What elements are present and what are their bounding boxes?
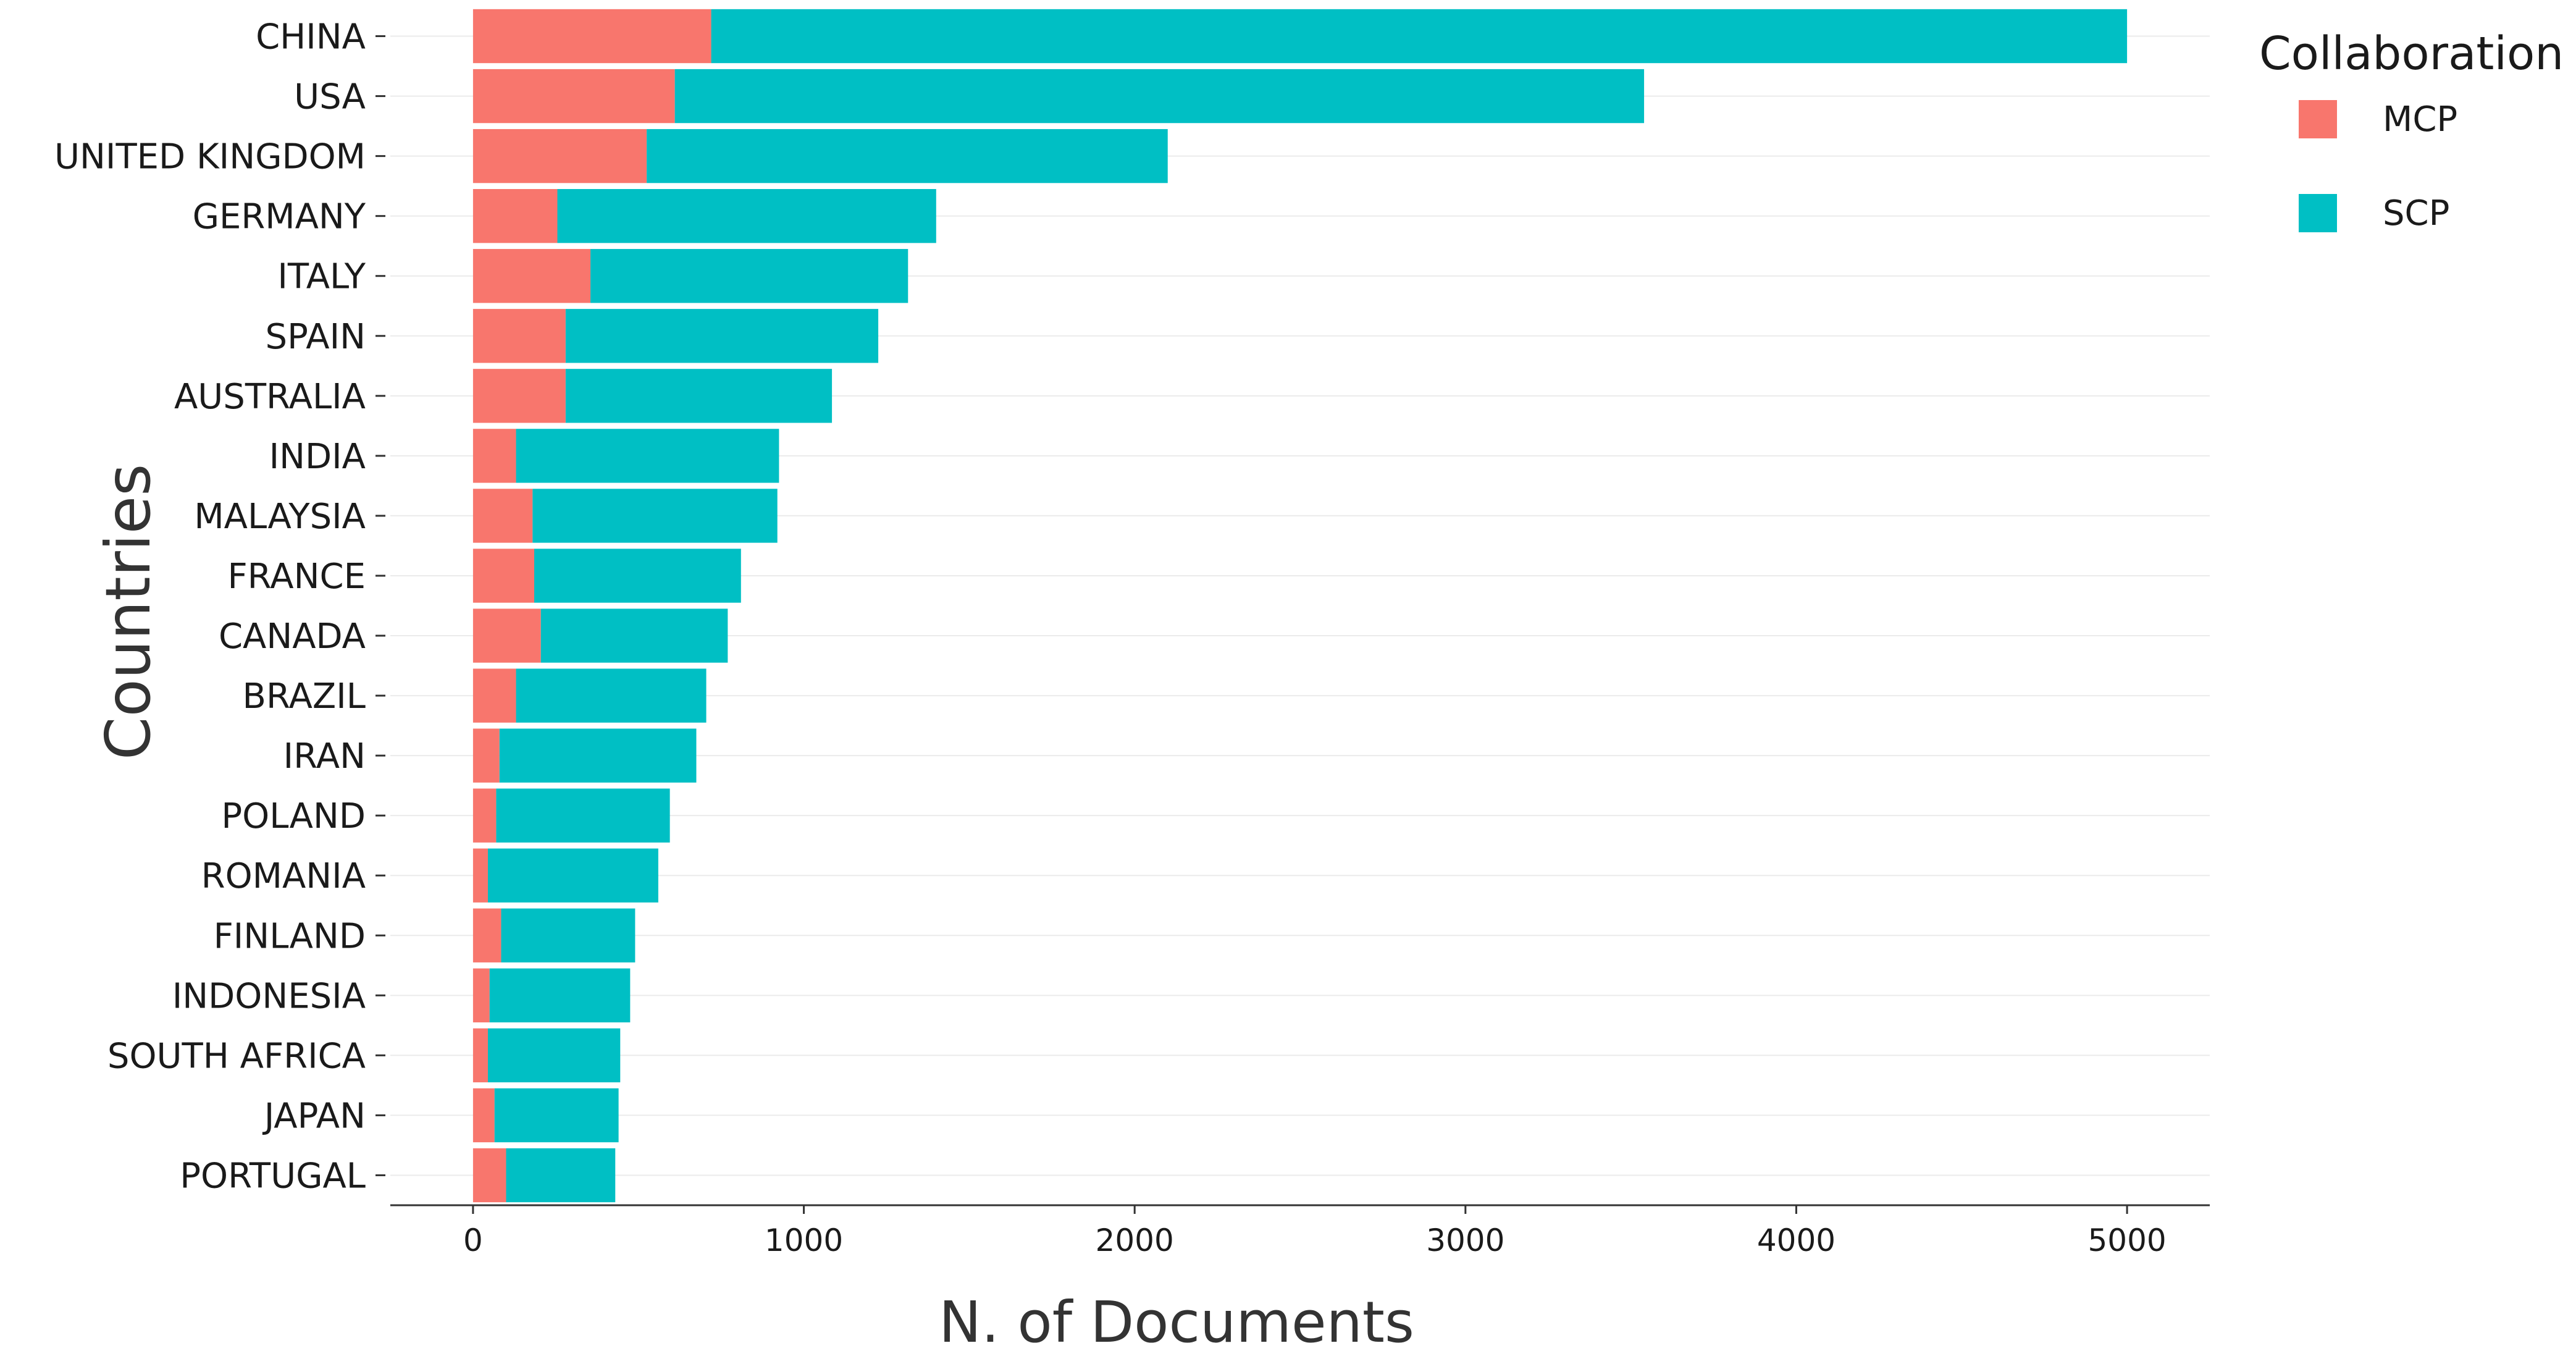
y-tick-label: ITALY bbox=[277, 257, 366, 297]
bar-scp-indonesia bbox=[489, 968, 631, 1022]
axes bbox=[375, 35, 2210, 1214]
bar-scp-germany bbox=[557, 189, 936, 243]
y-tick-label: ROMANIA bbox=[201, 856, 366, 896]
bar-mcp-poland bbox=[472, 788, 497, 843]
legend-items: MCP SCP bbox=[2299, 99, 2457, 234]
y-tick-label: AUSTRALIA bbox=[174, 377, 366, 417]
x-tick-label: 4000 bbox=[1757, 1223, 1836, 1258]
bar-mcp-australia bbox=[472, 369, 566, 423]
bar-scp-romania bbox=[488, 848, 658, 903]
y-tick-label: JAPAN bbox=[262, 1096, 366, 1136]
y-tick-label: GERMANY bbox=[193, 197, 366, 237]
x-tick-label: 2000 bbox=[1096, 1223, 1174, 1258]
bar-mcp-brazil bbox=[472, 668, 516, 723]
bar-scp-india bbox=[516, 429, 779, 483]
bars bbox=[472, 9, 2128, 1203]
x-axis-title: N. of Documents bbox=[939, 1289, 1414, 1355]
bar-mcp-indonesia bbox=[472, 968, 490, 1022]
y-tick-label: CANADA bbox=[219, 617, 366, 657]
tick-labels: 0 1000 2000 3000 4000 5000 CHINA USA UNITED KING… bbox=[54, 17, 2167, 1258]
bar-mcp-germany bbox=[472, 189, 558, 243]
bar-mcp-canada bbox=[472, 608, 541, 663]
bar-mcp-united-kingdom bbox=[472, 128, 647, 183]
bar-scp-usa bbox=[674, 69, 1645, 124]
y-tick-label: SOUTH AFRICA bbox=[107, 1036, 366, 1076]
legend: Collaboration MCP SCP bbox=[2259, 27, 2564, 234]
legend-title: Collaboration bbox=[2259, 27, 2564, 80]
bar-scp-malaysia bbox=[532, 489, 778, 543]
legend-key-mcp bbox=[2299, 100, 2337, 138]
x-tick-label: 5000 bbox=[2087, 1223, 2166, 1258]
bar-scp-spain bbox=[565, 309, 879, 363]
y-tick-label: USA bbox=[294, 77, 366, 117]
y-tick-label: CHINA bbox=[256, 17, 366, 57]
y-tick-label: FINLAND bbox=[214, 916, 366, 956]
bar-mcp-iran bbox=[472, 728, 500, 783]
bar-mcp-italy bbox=[472, 249, 591, 303]
bar-mcp-china bbox=[472, 9, 711, 64]
bar-mcp-south-africa bbox=[472, 1028, 489, 1083]
bar-mcp-india bbox=[472, 429, 516, 483]
bar-scp-france bbox=[534, 549, 741, 603]
y-tick-label: UNITED KINGDOM bbox=[54, 137, 366, 177]
legend-key-scp bbox=[2299, 194, 2337, 232]
y-tick-label: POLAND bbox=[221, 796, 366, 836]
bar-scp-italy bbox=[590, 249, 908, 303]
y-axis-title: Countries bbox=[92, 464, 164, 760]
bar-scp-finland bbox=[501, 908, 636, 962]
bar-mcp-malaysia bbox=[472, 489, 533, 543]
y-tick-label: MALAYSIA bbox=[194, 497, 366, 537]
y-tick-label: INDIA bbox=[269, 437, 366, 477]
x-tick-label: 1000 bbox=[765, 1223, 843, 1258]
y-tick-label: IRAN bbox=[283, 736, 366, 777]
bar-mcp-japan bbox=[472, 1088, 495, 1143]
y-tick-label: BRAZIL bbox=[243, 676, 366, 717]
bar-scp-japan bbox=[494, 1088, 619, 1143]
bar-scp-united-kingdom bbox=[647, 128, 1168, 183]
bar-scp-australia bbox=[565, 369, 833, 423]
bar-scp-portugal bbox=[506, 1148, 616, 1203]
bar-scp-china bbox=[711, 9, 2128, 64]
bar-mcp-france bbox=[472, 549, 535, 603]
bar-scp-south-africa bbox=[488, 1028, 621, 1083]
bar-mcp-portugal bbox=[472, 1148, 506, 1203]
x-tick-label: 3000 bbox=[1426, 1223, 1504, 1258]
legend-label-scp: SCP bbox=[2383, 193, 2449, 234]
y-tick-label: PORTUGAL bbox=[180, 1156, 366, 1196]
bar-scp-iran bbox=[499, 728, 697, 783]
bar-mcp-romania bbox=[472, 848, 489, 903]
y-tick-label: SPAIN bbox=[266, 317, 366, 357]
y-tick-label: INDONESIA bbox=[172, 976, 366, 1016]
legend-label-mcp: MCP bbox=[2383, 99, 2457, 140]
bar-scp-canada bbox=[540, 608, 728, 663]
bar-mcp-usa bbox=[472, 69, 675, 124]
y-tick-label: FRANCE bbox=[227, 557, 366, 597]
bar-scp-brazil bbox=[516, 668, 707, 723]
bar-scp-poland bbox=[496, 788, 670, 843]
bar-mcp-spain bbox=[472, 309, 566, 363]
x-tick-label: 0 bbox=[463, 1223, 483, 1258]
bar-mcp-finland bbox=[472, 908, 501, 962]
